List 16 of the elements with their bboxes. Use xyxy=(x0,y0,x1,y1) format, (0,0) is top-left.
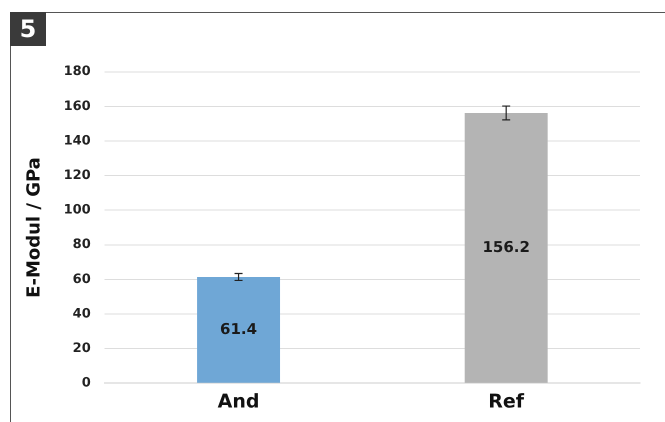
y-tick-label: 100 xyxy=(64,202,91,218)
y-tick-label: 160 xyxy=(64,98,91,114)
x-tick-label: Ref xyxy=(488,390,525,413)
y-tick-label: 180 xyxy=(64,64,91,80)
y-axis-title: E-Modul / GPa xyxy=(23,157,44,298)
x-tick-label: And xyxy=(218,390,260,413)
y-tick-label: 80 xyxy=(72,237,91,252)
y-tick-label: 120 xyxy=(64,168,91,183)
y-tick-label: 60 xyxy=(72,272,91,287)
text: 5 xyxy=(10,12,46,46)
y-tick-label: 40 xyxy=(72,306,91,322)
y-tick-label: 140 xyxy=(64,133,91,148)
data-label: 156.2 xyxy=(482,238,530,256)
data-label: 61.4 xyxy=(220,320,258,338)
y-tick-label: 20 xyxy=(72,340,91,356)
y-tick-label: 0 xyxy=(82,376,91,391)
